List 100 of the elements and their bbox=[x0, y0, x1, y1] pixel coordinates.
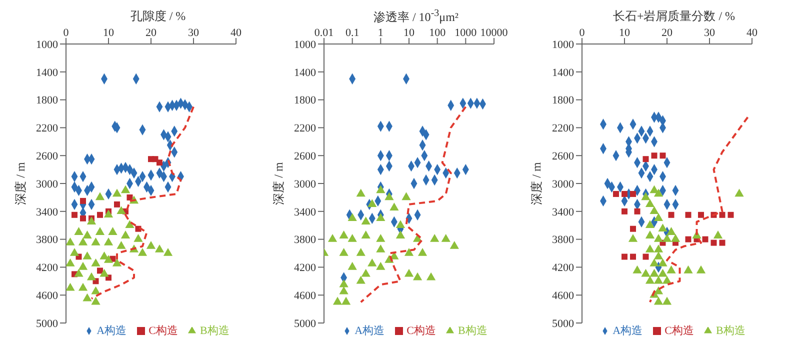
point bbox=[86, 216, 96, 224]
y-axis-title: 深度 / m bbox=[271, 162, 286, 205]
x-tick-label: 100 bbox=[429, 27, 446, 39]
point bbox=[645, 199, 655, 208]
legend-label: A构造 bbox=[96, 325, 127, 337]
x-tick-label: 30 bbox=[704, 27, 716, 39]
x-tick-label: 10 bbox=[619, 27, 630, 39]
x-tick-label: 20 bbox=[662, 27, 673, 39]
x-tick-label: 40 bbox=[746, 27, 758, 39]
point bbox=[613, 190, 619, 197]
point bbox=[82, 293, 92, 302]
y-tick-label: 3000 bbox=[294, 178, 316, 190]
x-tick-label: 0.01 bbox=[314, 27, 334, 39]
point bbox=[163, 248, 173, 256]
y-tick-label: 3400 bbox=[552, 206, 574, 218]
point bbox=[630, 254, 636, 260]
y-tick-label: 2600 bbox=[36, 150, 58, 163]
y-tick-label: 1400 bbox=[552, 66, 574, 79]
y-tick-label: 3800 bbox=[36, 234, 58, 246]
point bbox=[91, 286, 100, 294]
y-tick-label: 2200 bbox=[36, 122, 58, 135]
point bbox=[654, 244, 664, 252]
x-tick-label: 1 bbox=[378, 27, 384, 39]
x-axis-title: 长石+岩屑质量分数 / % bbox=[612, 8, 736, 24]
point bbox=[666, 265, 676, 274]
point bbox=[74, 268, 84, 277]
point bbox=[658, 224, 668, 232]
point bbox=[95, 227, 105, 235]
point bbox=[66, 238, 75, 246]
point bbox=[660, 152, 666, 159]
point bbox=[642, 156, 649, 162]
x-tick-label: 0.1 bbox=[345, 27, 360, 39]
y-tick-label: 1800 bbox=[552, 94, 574, 107]
point bbox=[710, 240, 717, 246]
y-tick-label: 3800 bbox=[294, 234, 316, 246]
point bbox=[100, 268, 109, 277]
point bbox=[116, 206, 126, 214]
x-tick-label: 0 bbox=[63, 27, 70, 39]
point bbox=[72, 212, 78, 218]
point bbox=[641, 268, 650, 277]
point bbox=[146, 241, 156, 249]
point bbox=[108, 227, 118, 235]
point bbox=[622, 254, 628, 260]
point bbox=[78, 282, 88, 291]
point bbox=[662, 276, 672, 284]
y-tick-label: 2200 bbox=[294, 122, 316, 135]
point bbox=[642, 254, 649, 260]
legend-label: A构造 bbox=[354, 325, 385, 337]
point bbox=[668, 212, 674, 218]
point bbox=[670, 234, 680, 242]
y-axis-title: 深度 / m bbox=[13, 162, 28, 205]
point bbox=[630, 226, 636, 232]
y-tick-label: 4600 bbox=[36, 290, 58, 302]
y-tick-label: 3800 bbox=[552, 234, 574, 246]
point bbox=[654, 213, 664, 222]
point bbox=[654, 296, 664, 305]
x-tick-label: 10000 bbox=[480, 27, 508, 39]
point bbox=[662, 296, 672, 305]
legend-label: A构造 bbox=[612, 325, 643, 337]
point bbox=[78, 238, 88, 246]
line-series bbox=[649, 116, 749, 304]
point bbox=[95, 192, 105, 200]
point bbox=[104, 210, 114, 218]
point bbox=[152, 156, 158, 162]
point bbox=[654, 276, 664, 284]
point bbox=[628, 234, 638, 242]
point bbox=[82, 230, 92, 238]
point bbox=[654, 251, 664, 260]
y-tick-label: 1000 bbox=[36, 38, 58, 51]
legend-label: C构造 bbox=[664, 325, 694, 337]
point bbox=[645, 230, 655, 238]
legend-label: C构造 bbox=[406, 325, 436, 337]
y-tick-label: 1400 bbox=[36, 66, 58, 79]
y-tick-label: 5000 bbox=[552, 318, 574, 330]
point bbox=[662, 234, 672, 242]
y-tick-label: 4600 bbox=[552, 290, 574, 302]
point bbox=[78, 262, 88, 270]
point bbox=[120, 230, 130, 238]
point bbox=[86, 272, 96, 280]
point bbox=[622, 208, 628, 214]
point bbox=[685, 212, 692, 218]
point bbox=[154, 244, 164, 252]
point bbox=[728, 212, 734, 218]
point bbox=[734, 188, 744, 197]
point bbox=[134, 234, 143, 242]
point bbox=[719, 212, 726, 218]
point bbox=[719, 240, 726, 246]
x-tick-label: 10 bbox=[404, 27, 415, 39]
point bbox=[654, 234, 664, 242]
point bbox=[104, 254, 114, 263]
y-tick-label: 4200 bbox=[294, 262, 316, 274]
point bbox=[66, 282, 75, 291]
point bbox=[641, 192, 650, 200]
point bbox=[684, 265, 693, 274]
point bbox=[80, 215, 86, 222]
point bbox=[645, 276, 655, 284]
point bbox=[112, 188, 122, 197]
x-tick-label: 40 bbox=[230, 27, 242, 39]
y-tick-label: 2600 bbox=[294, 150, 316, 163]
point bbox=[645, 244, 655, 252]
